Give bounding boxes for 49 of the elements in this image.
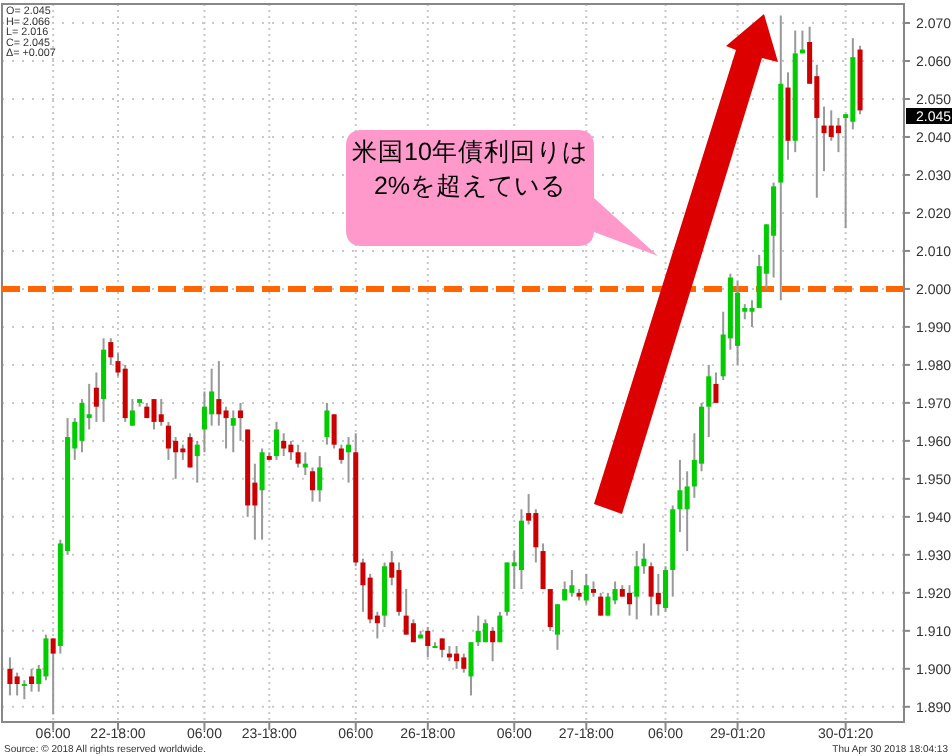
candlestick — [403, 588, 409, 636]
candlestick — [634, 550, 640, 621]
candlestick — [821, 105, 827, 173]
candlestick — [324, 401, 330, 446]
candlestick — [605, 591, 611, 617]
candlestick — [165, 420, 171, 461]
candlestick — [14, 671, 20, 697]
candlestick — [317, 455, 323, 503]
candlestick — [547, 588, 553, 632]
candlestick — [835, 116, 841, 154]
candlestick — [540, 542, 546, 591]
candlestick — [626, 584, 633, 617]
candlestick — [223, 405, 229, 450]
candlestick — [93, 371, 99, 423]
candlestick — [259, 447, 265, 541]
candlestick — [151, 398, 157, 431]
candlestick — [338, 443, 344, 465]
candlestick — [230, 409, 236, 454]
candlestick — [209, 367, 215, 427]
annotation: 米国10年債利回りは 2%を超えている — [352, 138, 588, 200]
candlestick — [346, 436, 352, 484]
candlestick — [439, 637, 445, 659]
candlestick — [490, 626, 496, 663]
candlestick — [583, 572, 589, 606]
candlestick — [201, 390, 207, 454]
candlestick — [598, 591, 604, 617]
candlestick — [655, 572, 661, 617]
candlestick — [29, 667, 35, 693]
candlestick — [288, 439, 294, 461]
candlestick — [7, 656, 13, 697]
candlestick — [309, 466, 316, 503]
candlestick — [158, 398, 164, 427]
candlestick — [331, 413, 337, 450]
candlestick — [129, 398, 135, 427]
candlestick — [273, 420, 280, 461]
candlestick — [425, 626, 431, 659]
candlestick — [454, 645, 460, 670]
candlestick — [749, 299, 755, 328]
candlestick — [569, 569, 575, 598]
candlestick — [79, 398, 85, 454]
candlestick — [237, 401, 243, 442]
candlestick — [713, 371, 719, 404]
candlestick — [554, 603, 560, 651]
candlestick — [281, 432, 287, 458]
candlestick — [21, 679, 27, 701]
candlestick — [295, 443, 301, 469]
candlestick — [648, 561, 654, 617]
candlestick — [461, 652, 467, 674]
candlestick — [216, 360, 222, 427]
